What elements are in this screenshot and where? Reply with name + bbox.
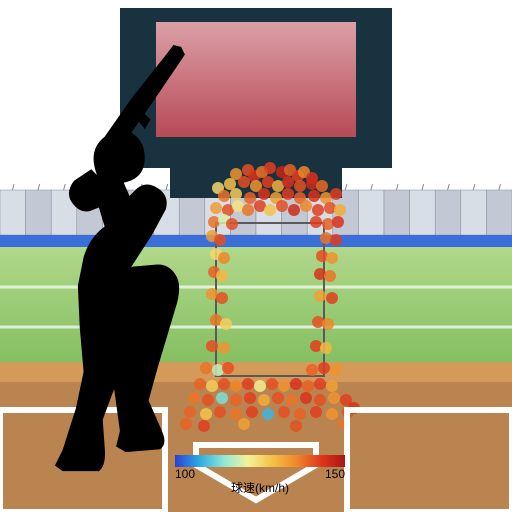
pitch-dot [272,392,284,404]
pitch-dot [328,392,340,404]
pitch-dot [288,204,300,216]
pitch-dot [238,176,250,188]
pitch-dot [300,200,312,212]
pitch-dot [266,378,278,390]
velocity-legend: 100 150 球速(km/h) [175,455,345,496]
pitch-dot [294,408,306,420]
pitch-dot [258,394,270,406]
pitch-dot [330,234,342,246]
pitch-dot [242,378,254,390]
pitch-dot [326,252,338,264]
legend-label: 球速(km/h) [175,479,345,496]
pitch-dot [244,392,256,404]
pitch-dot [326,292,338,304]
pitch-dot [312,204,324,216]
pitch-dot [310,406,322,418]
pitch-dot [314,378,326,390]
pitch-dot [276,200,288,212]
pitch-dot [322,318,334,330]
pitch-dot [286,394,298,406]
pitch-dot [314,290,326,302]
pitch-dot [264,162,276,174]
pitch-dot [348,402,360,414]
pitch-dot [334,204,346,216]
pitch-dot [302,380,314,392]
pitch-dot [290,378,302,390]
pitch-dot [282,176,294,188]
pitch-dot [332,216,344,228]
legend-tick-max: 150 [325,467,345,481]
pitch-dot [290,420,302,432]
pitch-dot [238,418,250,430]
pitch-dot [258,188,270,200]
pitch-dot [308,190,320,202]
pitch-dot [246,406,258,418]
pitch-dot [264,204,276,216]
pitch-dot [300,392,312,404]
pitch-dot [310,216,322,228]
pitch-dot [230,394,242,406]
legend-tick-min: 100 [175,467,195,481]
pitch-dot [278,380,290,392]
pitch-dot [330,188,342,200]
legend-gradient-bar [175,455,345,467]
pitch-dot [254,380,266,392]
pitch-dot [338,418,350,430]
pitch-dot [318,362,330,374]
pitch-dot [316,180,328,192]
pitch-dot [314,394,326,406]
pitch-dot [278,406,290,418]
pitch-dot [230,188,242,200]
pitch-dot [230,380,242,392]
pitch-location-chart: 100 150 球速(km/h) [0,0,512,512]
pitch-dot [262,408,274,420]
pitch-dot [326,408,338,420]
pitch-dot [330,364,342,376]
pitch-dot [242,204,254,216]
pitch-dot [326,380,338,392]
pitch-dot [282,188,294,200]
batter-silhouette-icon [8,45,228,475]
pitch-dot [324,270,336,282]
pitch-dot [306,364,318,376]
pitch-dot [320,342,332,354]
pitch-dot [294,180,306,192]
